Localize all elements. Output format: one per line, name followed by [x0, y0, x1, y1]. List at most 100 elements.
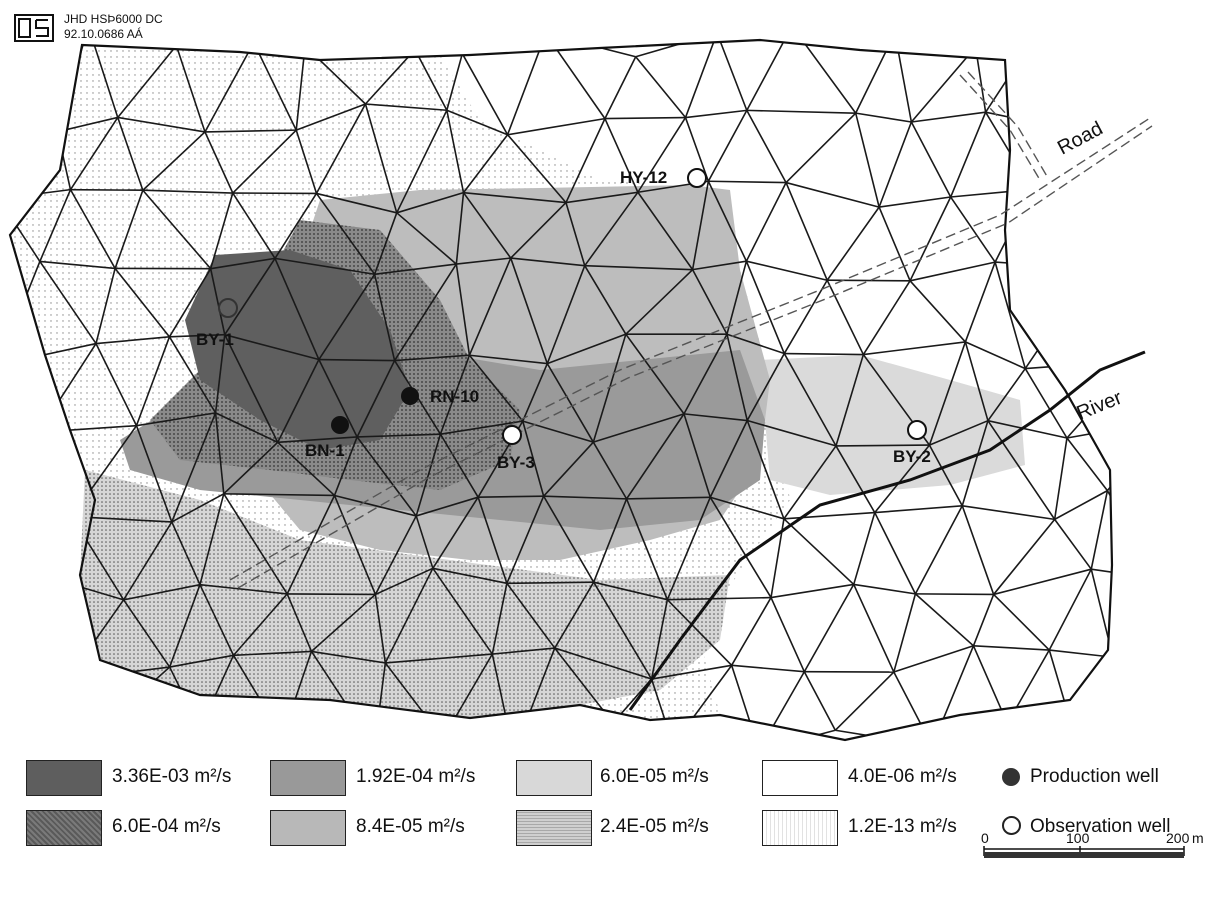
mesh-edge [1007, 722, 1072, 727]
mesh-edge [446, 109, 508, 136]
mesh-edge [455, 192, 465, 265]
mesh-edge [10, 489, 42, 576]
mesh-edge [770, 597, 806, 673]
mesh-edge [928, 444, 963, 507]
mesh-edge [987, 420, 1056, 520]
mesh-edge [783, 353, 837, 447]
mesh-edge [315, 103, 367, 194]
mesh-edge [39, 189, 72, 262]
mesh-edge [746, 353, 785, 421]
mesh-edge [993, 593, 1050, 651]
mesh-edge [513, 722, 614, 740]
mesh-edge [277, 441, 336, 497]
well-by-1: BY-1 [196, 298, 238, 349]
mesh-edge [546, 363, 595, 443]
mesh-edge [709, 420, 748, 498]
mesh-edge [506, 134, 567, 204]
mesh-edge [95, 336, 170, 345]
mesh-edge [199, 493, 225, 585]
mesh-edge [785, 182, 828, 281]
agency-logo [14, 14, 54, 42]
mesh-edge [803, 671, 836, 731]
mesh-edge [911, 111, 986, 123]
mesh-edge [666, 496, 711, 600]
mesh-edge [232, 593, 288, 656]
mesh-edge [730, 597, 772, 666]
mesh-edge [393, 263, 458, 362]
mesh-edge [874, 504, 963, 514]
mesh-edge [356, 360, 396, 438]
mesh-edge [650, 599, 669, 680]
mesh-edge [224, 333, 320, 361]
mesh-edge [1054, 489, 1108, 521]
mesh-edge [365, 103, 447, 112]
mesh-edge [612, 722, 674, 740]
mesh-edge [854, 112, 880, 208]
mesh-edge [462, 192, 512, 259]
mesh-edge [103, 725, 201, 730]
mesh-edge [491, 583, 508, 655]
mesh-edge [223, 441, 279, 495]
mesh-edge [863, 341, 966, 356]
mesh-edge [135, 425, 173, 523]
mesh-edge [726, 333, 785, 355]
well-bn-1: BN-1 [305, 416, 349, 460]
mesh-edge [584, 265, 627, 335]
mesh-edge [274, 257, 375, 276]
mesh-edge [878, 121, 913, 208]
mesh-edge [334, 494, 417, 517]
mesh-edge [214, 412, 225, 494]
mesh-edge [171, 493, 225, 523]
mesh-edge [546, 265, 586, 364]
river-label: River [1074, 387, 1126, 425]
mesh-edge [295, 45, 306, 131]
mesh-edge [10, 489, 73, 518]
mesh-edge [878, 206, 911, 282]
mesh-edge [1092, 268, 1112, 283]
mesh-edge [333, 495, 377, 595]
mesh-edge [862, 280, 911, 355]
mesh-edge [373, 274, 396, 361]
mesh-edge [38, 431, 73, 517]
mesh-edge [909, 196, 952, 282]
mesh-edge [510, 257, 585, 267]
mesh-edge [593, 413, 685, 443]
scale-unit: m [1192, 830, 1204, 846]
mesh-edge [683, 413, 748, 422]
mesh-edge [461, 53, 509, 136]
mesh-edge [852, 512, 876, 585]
road-label: Road [1054, 118, 1107, 160]
mesh-edge [439, 433, 479, 498]
mesh-edge [442, 737, 514, 740]
mesh-edge [554, 647, 652, 680]
well-hy-12: HY-12 [620, 168, 707, 188]
mesh-edge [915, 593, 994, 596]
mesh-edge [710, 496, 785, 520]
mesh-edge [1053, 437, 1068, 520]
mesh-edge [446, 110, 465, 193]
mesh-edge [855, 112, 912, 123]
mesh-edge [826, 279, 865, 355]
mesh-edge [209, 192, 234, 269]
mesh-edge [995, 261, 1093, 270]
mesh-edge [95, 268, 116, 344]
mesh-edge [726, 334, 749, 421]
mesh-edge [834, 671, 895, 731]
mesh-edge [707, 180, 748, 262]
mesh-edge [554, 581, 595, 649]
mesh-edge [931, 722, 1008, 740]
mesh-edge [1054, 518, 1092, 570]
mesh-edge [117, 116, 206, 133]
mesh-edge [318, 273, 376, 360]
mesh-edge [1066, 437, 1109, 492]
mesh-edge [477, 496, 508, 584]
mesh-edge [604, 56, 637, 119]
mesh-edge [69, 189, 116, 269]
mesh-edge [1128, 34, 1146, 101]
mesh-edge [785, 181, 880, 208]
mesh-edge [1136, 361, 1163, 422]
mesh-edge [492, 647, 555, 655]
mesh-edge [522, 363, 549, 422]
mesh-edge [547, 333, 627, 365]
mesh-edge [507, 117, 606, 136]
